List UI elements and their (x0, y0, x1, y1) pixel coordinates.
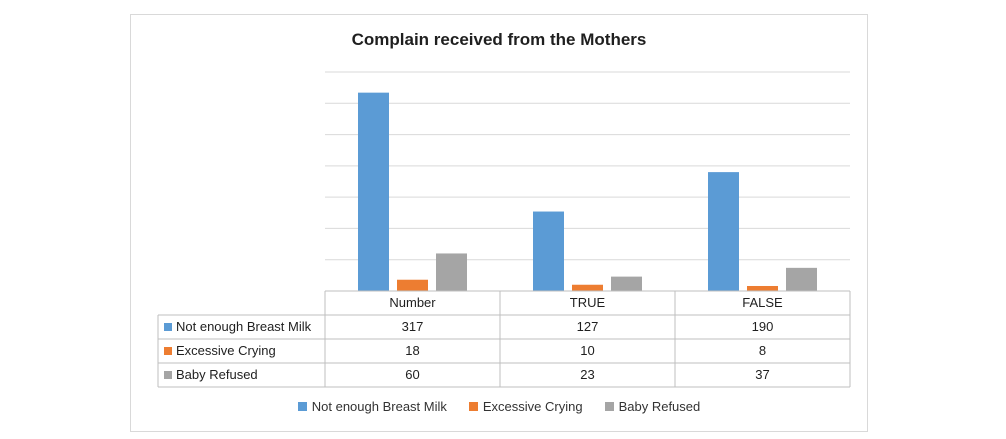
legend-swatch (297, 402, 307, 411)
bar-not-enough-breast-milk-true (533, 211, 564, 291)
series-label: Baby Refused (176, 367, 258, 382)
data-label: 8 (759, 343, 766, 358)
data-label: 60 (405, 367, 419, 382)
bar-excessive-crying-true (572, 284, 603, 291)
legend-swatch (468, 402, 478, 411)
bar-baby-refused-number (436, 253, 467, 291)
data-label: 317 (402, 319, 424, 334)
bar-excessive-crying-number (397, 279, 428, 291)
bar-excessive-crying-false (747, 285, 778, 291)
series-swatch (164, 371, 172, 379)
data-label: 10 (580, 343, 594, 358)
bar-not-enough-breast-milk-false (708, 172, 739, 291)
category-label: TRUE (570, 295, 606, 310)
bar-baby-refused-true (611, 276, 642, 291)
data-label: 23 (580, 367, 594, 382)
series-swatch (164, 323, 172, 331)
data-label: 37 (755, 367, 769, 382)
legend-label: Not enough Breast Milk (311, 399, 447, 414)
chart-title: Complain received from the Mothers (351, 30, 647, 49)
legend-label: Baby Refused (618, 399, 701, 414)
category-label: FALSE (742, 295, 783, 310)
data-label: 18 (405, 343, 419, 358)
legend-item: Excessive Crying (468, 399, 583, 414)
chart-legend: Not enough Breast Milk Excessive Crying Ba… (130, 399, 868, 414)
legend-label: Excessive Crying (482, 399, 583, 414)
bar-baby-refused-false (786, 267, 817, 291)
category-label: Number (389, 295, 436, 310)
legend-swatch (604, 402, 614, 411)
series-label: Not enough Breast Milk (176, 319, 312, 334)
series-label: Excessive Crying (176, 343, 276, 358)
chart-frame (130, 14, 868, 432)
data-label: 127 (577, 319, 599, 334)
legend-item: Not enough Breast Milk (297, 399, 447, 414)
legend-item: Baby Refused (604, 399, 701, 414)
series-swatch (164, 347, 172, 355)
data-label: 190 (752, 319, 774, 334)
bar-not-enough-breast-milk-number (358, 92, 389, 291)
